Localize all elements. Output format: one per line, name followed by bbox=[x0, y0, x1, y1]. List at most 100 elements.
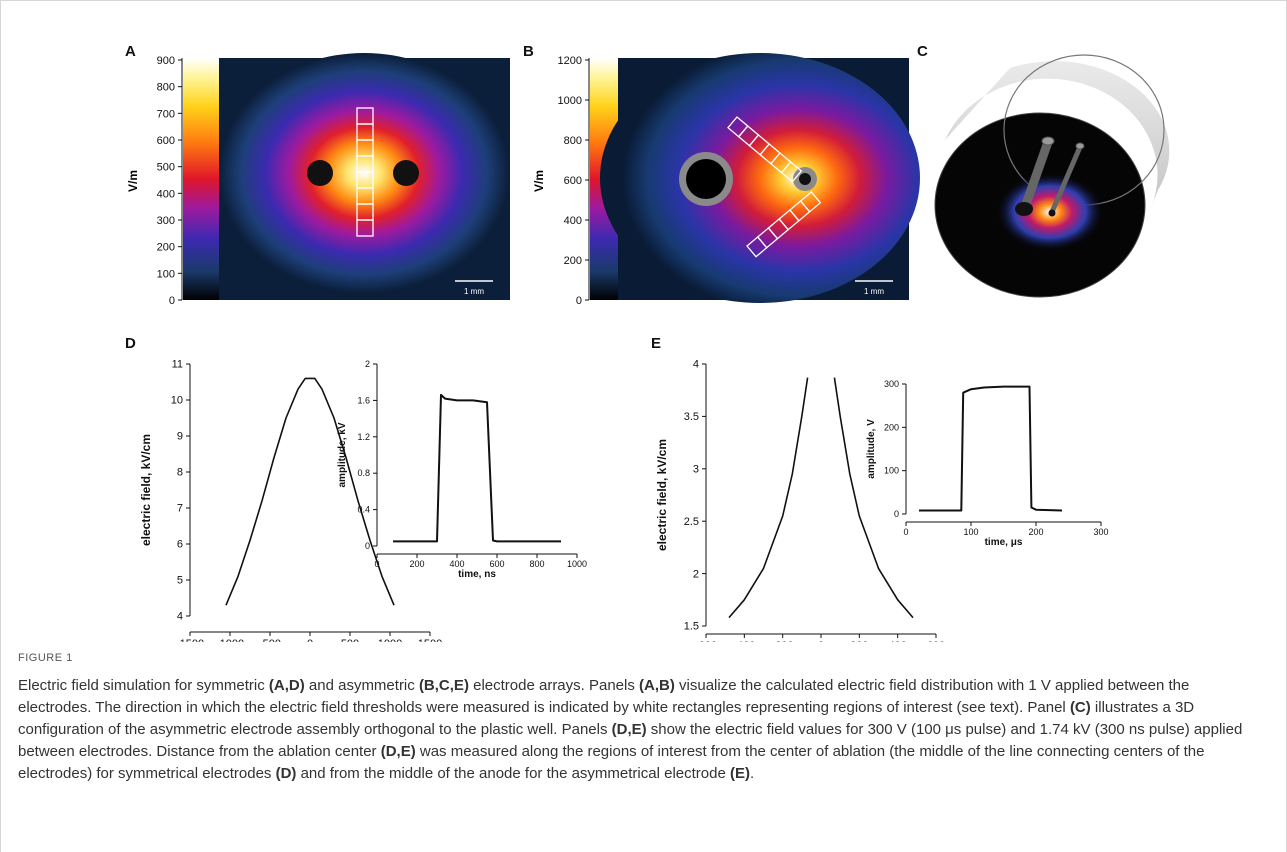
chart-e-main-y-tick-label: 4 bbox=[693, 359, 699, 371]
colorbar-b-tick-label: 200 bbox=[564, 255, 582, 267]
chart-d-inset-x-label: time, ns bbox=[458, 569, 496, 580]
caption-text: . bbox=[749, 765, 755, 782]
colorbar-b-tick-label: 1000 bbox=[558, 95, 582, 107]
chart-d-main-x-tick-label: 1500 bbox=[418, 638, 442, 642]
caption-panel-ref: (C) bbox=[1069, 699, 1091, 716]
figure-label: FIGURE 1 bbox=[18, 652, 73, 664]
scalebar-b-label: 1 mm bbox=[864, 287, 884, 296]
caption-panel-ref: (D,E) bbox=[611, 721, 647, 738]
chart-d-main-x-tick-label: 500 bbox=[341, 638, 359, 642]
caption-text: electrode arrays. Panels bbox=[468, 677, 640, 694]
colorbar-b-tick-label: 800 bbox=[564, 135, 582, 147]
chart-d-main-x-tick-label: -1000 bbox=[216, 638, 244, 642]
chart-e-main-x-tick-label: -200 bbox=[772, 640, 794, 642]
chart-e-main-y-tick-label: 3 bbox=[693, 463, 699, 475]
caption-panel-ref: (A,B) bbox=[639, 677, 675, 694]
roi-rectangles-b bbox=[727, 116, 822, 258]
chart-e-inset-y-tick-label: 0 bbox=[894, 509, 899, 519]
chart-e-main-x-tick-label: 200 bbox=[850, 640, 868, 642]
caption-panel-ref: (A,D) bbox=[268, 677, 305, 694]
chart-d-inset-y-tick-label: 1.2 bbox=[357, 432, 370, 442]
chart-e-main-y-tick-label: 2.5 bbox=[684, 516, 699, 528]
chart-e-main-series-line bbox=[728, 377, 809, 619]
chart-e-main-x-tick-label: 400 bbox=[888, 640, 906, 642]
colorbar-a-tick-label: 100 bbox=[157, 268, 175, 280]
chart-d-inset-x-tick-label: 800 bbox=[529, 559, 544, 569]
chart-d-main-y-tick-label: 8 bbox=[177, 467, 183, 479]
chart-e: 1.522.533.54-600-400-2000200400600distan… bbox=[655, 359, 1109, 642]
colorbar-b-tick-label: 400 bbox=[564, 215, 582, 227]
chart-d-main-y-tick-label: 9 bbox=[177, 431, 183, 443]
panel-letter-b: B bbox=[523, 43, 534, 60]
chart-e-main-y-tick-label: 2 bbox=[693, 568, 699, 580]
colorbar-a-tick-label: 700 bbox=[157, 108, 175, 120]
roi-rectangles-a bbox=[356, 107, 374, 237]
chart-d-inset-x-tick-label: 200 bbox=[409, 559, 424, 569]
chart-d-main-x-tick-label: 1000 bbox=[378, 638, 402, 642]
caption-panel-ref: (B,C,E) bbox=[418, 677, 469, 694]
figure-caption: Electric field simulation for symmetric … bbox=[18, 675, 1258, 785]
chart-e-inset-x-tick-label: 100 bbox=[963, 527, 978, 537]
chart-d-inset-x-tick-label: 0 bbox=[374, 559, 379, 569]
chart-d-inset-x-tick-label: 1000 bbox=[567, 559, 587, 569]
chart-e-inset-y-tick-label: 200 bbox=[884, 422, 899, 432]
colorbar-b-tick-label: 0 bbox=[576, 295, 582, 307]
chart-e-main-x-tick-label: -400 bbox=[733, 640, 755, 642]
chart-d-inset-y-tick-label: 1.6 bbox=[357, 395, 370, 405]
scalebar-a-label: 1 mm bbox=[464, 287, 484, 296]
colorbar-a-ticks: 900 800 700 600 500 400 300 200 100 0 bbox=[157, 55, 182, 307]
chart-d-main-y-tick-label: 7 bbox=[177, 503, 183, 515]
chart-d-main-y-tick-label: 6 bbox=[177, 539, 183, 551]
chart-d-inset-y-tick-label: 2 bbox=[365, 359, 370, 369]
chart-e-inset-y-label: amplitude, V bbox=[866, 419, 877, 479]
caption-text: was measured along the regions of intere… bbox=[18, 743, 1205, 782]
chart-e-inset-x-tick-label: 300 bbox=[1093, 527, 1108, 537]
caption-text: and from the middle of the anode for the… bbox=[296, 765, 730, 782]
chart-e-inset-y-tick-label: 300 bbox=[884, 379, 899, 389]
chart-d-main-series-line bbox=[225, 377, 395, 606]
chart-e-main-series-line bbox=[833, 377, 914, 619]
chart-d-inset-y-tick-label: 0.8 bbox=[357, 468, 370, 478]
caption-panel-ref: (D) bbox=[275, 765, 297, 782]
chart-d-main-y-label: electric field, kV/cm bbox=[139, 434, 153, 546]
colorbar-b-ticks: 1200 1000 800 600 400 200 0 bbox=[558, 55, 589, 307]
chart-d-inset-y-label: amplitude, kV bbox=[337, 422, 348, 487]
caption-text: and asymmetric bbox=[304, 677, 419, 694]
chart-d-inset-y-tick-label: 0 bbox=[365, 541, 370, 551]
colorbar-a-tick-label: 800 bbox=[157, 82, 175, 94]
chart-d-main-x-tick-label: -1500 bbox=[176, 638, 204, 642]
panel-letter-d: D bbox=[125, 335, 136, 352]
chart-e-main-x-tick-label: 600 bbox=[927, 640, 945, 642]
chart-d-inset-x-tick-label: 400 bbox=[449, 559, 464, 569]
chart-d-inset-x-tick-label: 600 bbox=[489, 559, 504, 569]
well-3d-c bbox=[934, 54, 1170, 298]
caption-panel-ref: (E) bbox=[729, 765, 750, 782]
colorbar-a-tick-label: 500 bbox=[157, 162, 175, 174]
colorbar-a-tick-label: 400 bbox=[157, 188, 175, 200]
colorbar-b-tick-label: 1200 bbox=[558, 55, 582, 67]
chart-e-inset-series-line bbox=[919, 385, 1063, 512]
chart-d-main-y-tick-label: 4 bbox=[177, 611, 183, 623]
colorbar-a-tick-label: 600 bbox=[157, 135, 175, 147]
chart-e-main-y-label: electric field, kV/cm bbox=[655, 439, 669, 551]
chart-d-main-x-tick-label: -500 bbox=[259, 638, 281, 642]
chart-e-inset-x-tick-label: 0 bbox=[903, 527, 908, 537]
chart-d-main-x-tick-label: 0 bbox=[307, 638, 313, 642]
chart-e-inset-y-tick-label: 100 bbox=[884, 466, 899, 476]
colorbar-a-label: V/m bbox=[126, 170, 140, 192]
colorbar-b-tick-label: 600 bbox=[564, 175, 582, 187]
colorbar-b-label: V/m bbox=[532, 170, 546, 192]
caption-text: visualize the calculated electric field … bbox=[18, 677, 1190, 716]
chart-d-main-y-tick-label: 5 bbox=[177, 575, 183, 587]
colorbar-a bbox=[183, 58, 219, 300]
colorbar-a-tick-label: 900 bbox=[157, 55, 175, 67]
panel-letter-e: E bbox=[651, 335, 662, 352]
electrode-left-a bbox=[307, 160, 333, 186]
chart-e-inset-x-label: time, μs bbox=[985, 537, 1023, 548]
chart-d-main-y-tick-label: 11 bbox=[172, 359, 183, 371]
colorbar-a-tick-label: 0 bbox=[169, 295, 175, 307]
caption-panel-ref: (D,E) bbox=[380, 743, 416, 760]
chart-e-main-x-tick-label: -600 bbox=[695, 640, 717, 642]
chart-d-inset-series-line bbox=[393, 393, 561, 543]
